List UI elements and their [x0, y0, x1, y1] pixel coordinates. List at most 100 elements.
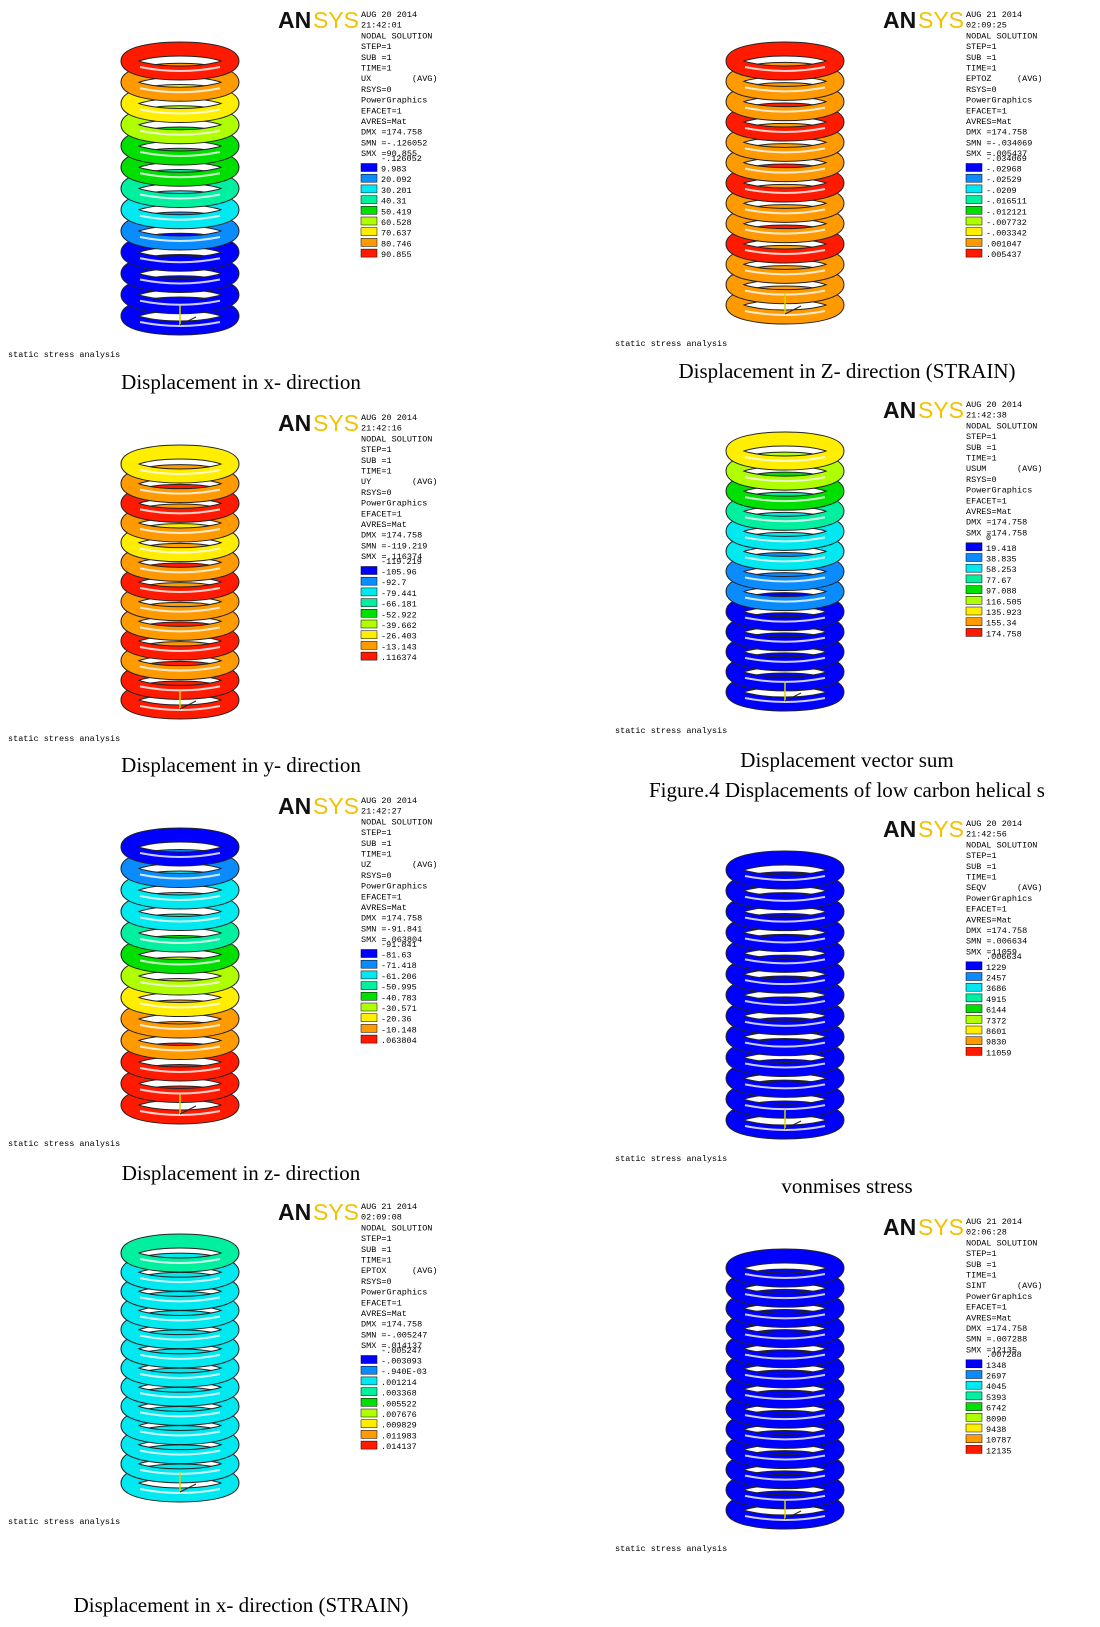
caption: Displacement vector sum — [740, 748, 953, 772]
legend-swatch — [361, 1430, 377, 1438]
ansys-panel: ANSYSAUG 20 201421:42:38NODAL SOLUTIONST… — [615, 397, 1045, 802]
info-line: AVRES=Mat — [966, 915, 1012, 925]
info-line: SINT (AVG) — [966, 1281, 1043, 1291]
legend-value: -20.36 — [381, 1015, 412, 1025]
logo-an: AN — [883, 397, 916, 423]
info-line: AUG 20 2014 — [361, 796, 417, 806]
legend-swatch — [966, 185, 982, 193]
logo-an: AN — [278, 1199, 311, 1225]
info-line: SUB =1 — [361, 1245, 392, 1255]
info-line: TIME=1 — [966, 873, 997, 883]
legend-swatch — [966, 1026, 982, 1034]
info-line: SUB =1 — [361, 53, 392, 63]
info-line: SUB =1 — [966, 1260, 997, 1270]
legend-value: 116.505 — [986, 597, 1022, 607]
info-line: AUG 20 2014 — [361, 10, 417, 20]
spring-coil — [733, 49, 837, 73]
info-line: NODAL SOLUTION — [361, 434, 432, 444]
info-line: AVRES=Mat — [966, 1313, 1012, 1323]
legend-value: -.0209 — [986, 186, 1017, 196]
legend-value: -.016511 — [986, 197, 1027, 207]
legend-value: .009829 — [381, 1421, 417, 1431]
legend-value: -119.219 — [381, 557, 422, 567]
footer-label: static stress analysis — [8, 350, 120, 360]
logo-sys: SYS — [918, 7, 964, 33]
legend-value: -61.206 — [381, 972, 417, 982]
info-line: DMX =174.758 — [966, 518, 1027, 528]
legend-value: 60.528 — [381, 218, 412, 228]
legend-value: -79.441 — [381, 589, 417, 599]
legend-value: 50.419 — [381, 207, 412, 217]
logo-an: AN — [278, 793, 311, 819]
info-line: NODAL SOLUTION — [966, 1238, 1037, 1248]
legend-swatch — [966, 973, 982, 981]
logo-sys: SYS — [313, 7, 359, 33]
legend-value: -13.143 — [381, 642, 417, 652]
caption: vonmises stress — [781, 1174, 912, 1198]
info-line: PowerGraphics — [966, 96, 1032, 106]
info-line: AUG 21 2014 — [361, 1202, 417, 1212]
legend-value: -26.403 — [381, 632, 417, 642]
legend-value: .005522 — [381, 1399, 417, 1409]
legend-swatch — [966, 1015, 982, 1023]
legend-value: 40.31 — [381, 197, 407, 207]
info-line: NODAL SOLUTION — [966, 421, 1037, 431]
legend-swatch — [966, 249, 982, 257]
legend-value: 70.637 — [381, 229, 412, 239]
info-line: USUM (AVG) — [966, 464, 1043, 474]
info-line: EFACET=1 — [361, 1298, 402, 1308]
info-line: SMN =-119.219 — [361, 541, 427, 551]
info-line: SUB =1 — [361, 456, 392, 466]
legend-swatch — [361, 950, 377, 958]
legend-swatch — [966, 564, 982, 572]
legend-swatch — [361, 174, 377, 182]
legend-value: .003368 — [381, 1389, 417, 1399]
figure-page: ANSYSAUG 20 201421:42:01NODAL SOLUTIONST… — [0, 0, 1100, 1627]
legend-value: 3686 — [986, 984, 1006, 994]
legend-swatch — [966, 238, 982, 246]
info-line: AUG 20 2014 — [361, 413, 417, 423]
legend-swatch — [361, 196, 377, 204]
info-line: PowerGraphics — [361, 499, 427, 509]
legend-value: -52.922 — [381, 610, 417, 620]
page: ANSYSAUG 20 201421:42:01NODAL SOLUTIONST… — [0, 0, 1100, 1627]
info-line: SMN =-.034069 — [966, 138, 1032, 148]
logo-sys: SYS — [313, 410, 359, 436]
info-line: TIME=1 — [361, 467, 392, 477]
info-line: SUB =1 — [966, 443, 997, 453]
legend-swatch — [966, 1005, 982, 1013]
legend-value: 11059 — [986, 1048, 1012, 1058]
legend-swatch — [361, 992, 377, 1000]
info-line: PowerGraphics — [361, 96, 427, 106]
info-line: PowerGraphics — [966, 486, 1032, 496]
legend-swatch — [361, 960, 377, 968]
logo-sys: SYS — [313, 1199, 359, 1225]
info-line: RSYS=0 — [361, 1277, 392, 1287]
spring-coil — [128, 49, 232, 73]
footer-label: static stress analysis — [615, 339, 727, 349]
legend-swatch — [361, 206, 377, 214]
legend-swatch — [361, 1398, 377, 1406]
caption: Displacement in x- direction (STRAIN) — [74, 1593, 409, 1617]
legend-swatch — [361, 971, 377, 979]
legend-value: 8090 — [986, 1414, 1006, 1424]
info-line: EFACET=1 — [966, 905, 1007, 915]
logo-sys: SYS — [918, 1214, 964, 1240]
info-line: SMN =-.126052 — [361, 138, 427, 148]
caption: Displacement in y- direction — [121, 753, 361, 777]
legend-value: -.02968 — [986, 165, 1022, 175]
info-line: DMX =174.758 — [361, 128, 422, 138]
spring-coil — [733, 858, 837, 882]
legend-swatch — [361, 1003, 377, 1011]
spring-coil — [128, 835, 232, 859]
legend-value: .001047 — [986, 239, 1022, 249]
legend-value: -81.63 — [381, 951, 412, 961]
legend-value: 155.34 — [986, 619, 1017, 629]
legend-value: -39.662 — [381, 621, 417, 631]
legend-swatch — [966, 962, 982, 970]
logo-sys: SYS — [313, 793, 359, 819]
legend-swatch — [361, 1420, 377, 1428]
info-line: TIME=1 — [361, 64, 392, 74]
ansys-panel: ANSYSAUG 20 201421:42:16NODAL SOLUTIONST… — [8, 410, 438, 777]
